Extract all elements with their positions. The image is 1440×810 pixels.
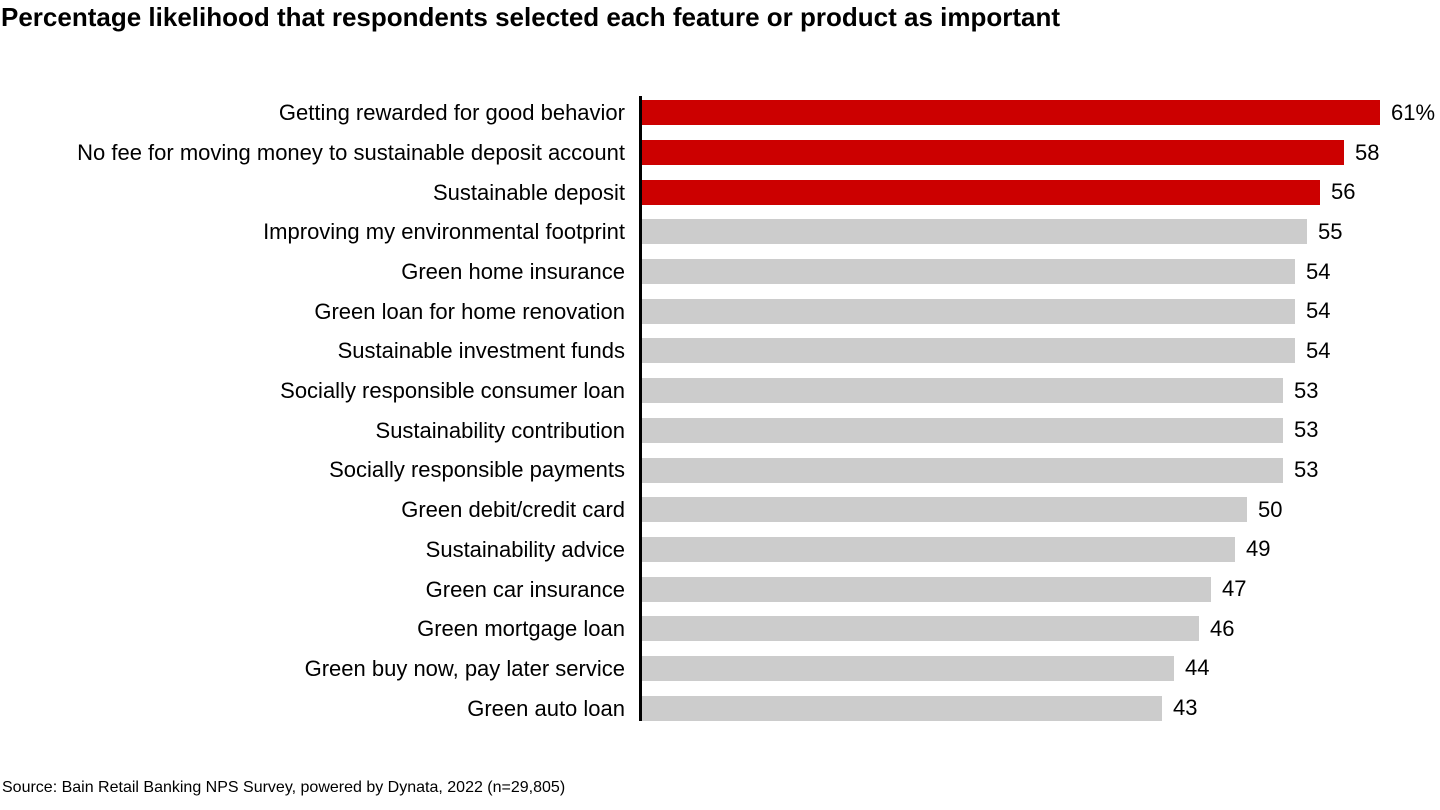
bar-row: Green debit/credit card 50	[0, 490, 1440, 530]
bar-chart: Getting rewarded for good behavior 61% No …	[0, 93, 1440, 728]
bar-row: Green home insurance 54	[0, 252, 1440, 292]
bar-track: 44	[642, 649, 1440, 689]
category-label: Green home insurance	[401, 259, 625, 285]
bar-row: Socially responsible consumer loan 53	[0, 371, 1440, 411]
bar-row: Green auto loan 43	[0, 688, 1440, 728]
bar	[642, 259, 1295, 285]
bar-row: Sustainable deposit 56	[0, 172, 1440, 212]
bar-track: 53	[642, 371, 1440, 411]
category-label: No fee for moving money to sustainable d…	[77, 139, 625, 165]
category-label: Green loan for home renovation	[314, 298, 625, 324]
chart-title: Percentage likelihood that respondents s…	[1, 2, 1061, 32]
category-label: Green mortgage loan	[417, 616, 625, 642]
value-label: 54	[1306, 258, 1331, 284]
bar-row: Improving my environmental footprint 55	[0, 212, 1440, 252]
bar-track: 56	[642, 172, 1440, 212]
bar-row: Sustainability contribution 53	[0, 411, 1440, 451]
bar-track: 61%	[642, 93, 1440, 133]
category-label: Sustainable investment funds	[337, 338, 625, 364]
value-label: 53	[1294, 457, 1319, 483]
value-label: 56	[1331, 179, 1356, 205]
value-label: 46	[1210, 615, 1235, 641]
category-label: Getting rewarded for good behavior	[278, 100, 625, 126]
y-axis-line	[639, 96, 642, 721]
category-label: Sustainable deposit	[432, 179, 625, 205]
bar	[642, 616, 1199, 642]
bar	[642, 655, 1174, 681]
bar-track: 54	[642, 252, 1440, 292]
bar	[642, 378, 1283, 404]
bar	[642, 695, 1162, 721]
value-label: 61%	[1391, 99, 1436, 125]
bar	[642, 140, 1344, 166]
bar	[642, 219, 1307, 245]
category-label: Green buy now, pay later service	[304, 655, 625, 681]
value-label: 44	[1185, 655, 1210, 681]
value-label: 53	[1294, 417, 1319, 443]
bar-row: Sustainable investment funds 54	[0, 331, 1440, 371]
bar-row: Green car insurance 47	[0, 569, 1440, 609]
bar	[642, 179, 1320, 205]
bar	[642, 497, 1247, 523]
bar-row: Green buy now, pay later service 44	[0, 649, 1440, 689]
category-label: Improving my environmental footprint	[263, 219, 625, 245]
bar	[642, 338, 1295, 364]
category-label: Sustainability contribution	[375, 417, 625, 443]
bar-track: 55	[642, 212, 1440, 252]
bar-track: 54	[642, 331, 1440, 371]
value-label: 54	[1306, 298, 1331, 324]
bar-row: No fee for moving money to sustainable d…	[0, 133, 1440, 173]
bar-row: Green mortgage loan 46	[0, 609, 1440, 649]
value-label: 58	[1355, 139, 1380, 165]
bar-row: Green loan for home renovation 54	[0, 291, 1440, 331]
bar	[642, 298, 1295, 324]
bar-track: 43	[642, 688, 1440, 728]
bar-track: 54	[642, 291, 1440, 331]
source-note: Source: Bain Retail Banking NPS Survey, …	[2, 779, 566, 796]
bar-rows: Getting rewarded for good behavior 61% No …	[0, 93, 1440, 728]
bar-track: 49	[642, 530, 1440, 570]
value-label: 53	[1294, 377, 1319, 403]
value-label: 47	[1222, 576, 1247, 602]
bar-track: 46	[642, 609, 1440, 649]
bar-track: 53	[642, 450, 1440, 490]
category-label: Green car insurance	[425, 576, 625, 602]
category-label: Socially responsible payments	[329, 457, 625, 483]
category-label: Green auto loan	[467, 695, 625, 721]
bar-row: Getting rewarded for good behavior 61%	[0, 93, 1440, 133]
bar-track: 47	[642, 569, 1440, 609]
bar-track: 58	[642, 133, 1440, 173]
category-label: Socially responsible consumer loan	[280, 378, 625, 404]
value-label: 54	[1306, 337, 1331, 363]
bar	[642, 457, 1283, 483]
bar-row: Socially responsible payments 53	[0, 450, 1440, 490]
category-label: Sustainability advice	[425, 536, 625, 562]
value-label: 50	[1258, 496, 1283, 522]
bar-row: Sustainability advice 49	[0, 530, 1440, 570]
bar-track: 50	[642, 490, 1440, 530]
value-label: 49	[1246, 536, 1271, 562]
category-label: Green debit/credit card	[401, 497, 625, 523]
bar	[642, 417, 1283, 443]
value-label: 43	[1173, 695, 1198, 721]
bar	[642, 100, 1380, 126]
bar	[642, 576, 1211, 602]
value-label: 55	[1318, 218, 1343, 244]
bar-track: 53	[642, 411, 1440, 451]
bar	[642, 536, 1235, 562]
